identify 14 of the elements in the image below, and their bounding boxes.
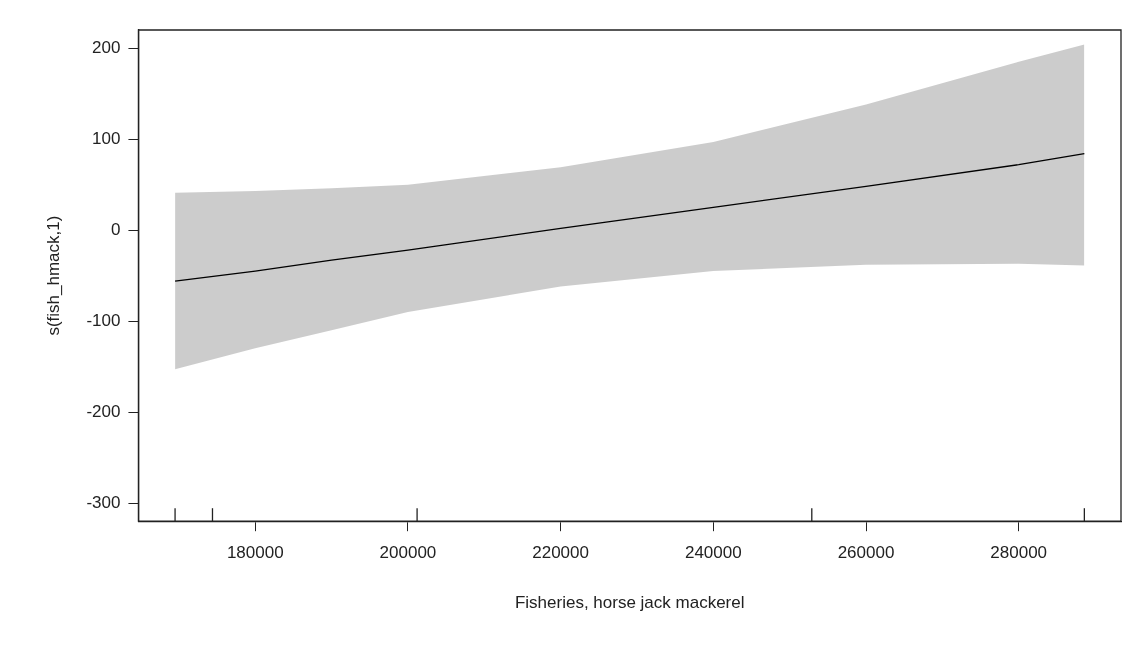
x-tick-label: 280000: [990, 543, 1048, 563]
y-tick-label: -100: [86, 310, 121, 330]
y-tick-label: 100: [92, 128, 121, 148]
x-tick-label: 220000: [532, 543, 589, 563]
x-axis-title: Fisheries, horse jack mackerel: [514, 593, 745, 613]
y-tick-label: 200: [92, 37, 121, 57]
y-axis-title: s(fish_hmack,1): [43, 215, 63, 336]
y-tick-label: -200: [86, 401, 121, 421]
y-tick-label: 0: [110, 219, 121, 239]
x-tick-label: 200000: [379, 543, 437, 563]
y-tick-label: -300: [86, 492, 121, 512]
x-tick-label: 240000: [684, 543, 742, 563]
x-tick-label: 180000: [226, 543, 284, 563]
x-tick-label: 260000: [837, 543, 895, 563]
